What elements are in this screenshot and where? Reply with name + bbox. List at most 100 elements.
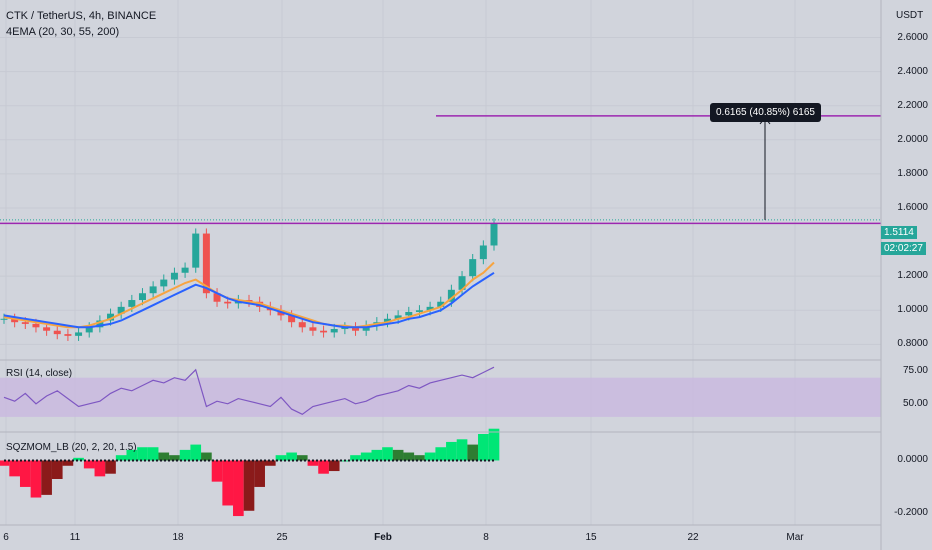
candle <box>53 330 61 335</box>
price-tick: 2.6000 <box>897 31 928 43</box>
price-tick: 0.8000 <box>897 338 928 350</box>
time-tick: 22 <box>687 532 699 543</box>
rsi-tick: 50.00 <box>902 397 928 409</box>
rsi-label[interactable]: RSI (14, close) <box>6 368 73 379</box>
price-tick: 1.6000 <box>897 201 928 213</box>
ema-line <box>3 271 495 329</box>
candle <box>288 315 296 323</box>
momentum-bar <box>233 460 244 517</box>
squeeze-label[interactable]: SQZMOM_LB (20, 2, 20, 1.5) <box>6 442 137 453</box>
squeeze-tick: 0.0000 <box>897 454 928 466</box>
rsi-line <box>3 366 495 415</box>
candle <box>437 301 445 307</box>
momentum-bar <box>488 428 500 461</box>
last-price-tag: 1.5114 <box>881 226 917 239</box>
candle <box>160 279 168 287</box>
momentum-bar <box>169 455 180 461</box>
momentum-bar <box>350 455 361 461</box>
candle <box>330 329 338 333</box>
candle <box>405 311 413 316</box>
momentum-bar <box>190 444 202 461</box>
momentum-bar <box>0 460 10 466</box>
momentum-bar <box>147 447 159 461</box>
candle <box>11 318 19 323</box>
candle <box>32 323 40 328</box>
squeeze-momentum-pane[interactable] <box>0 428 500 517</box>
candle <box>298 322 306 328</box>
momentum-bar <box>254 460 265 487</box>
price-tick: 1.0000 <box>897 304 928 316</box>
plot-background <box>0 0 881 550</box>
candle <box>43 327 51 331</box>
momentum-bar <box>115 455 127 461</box>
candle <box>181 267 189 273</box>
momentum-bar <box>83 460 95 469</box>
momentum-bar <box>137 447 148 461</box>
momentum-bar <box>41 460 52 495</box>
momentum-bar <box>126 449 138 461</box>
time-tick: 18 <box>172 532 184 543</box>
momentum-bar <box>478 434 489 461</box>
measure-callout[interactable]: 0.6165 (40.85%) 6165 <box>710 103 821 122</box>
candle <box>224 301 232 304</box>
candle <box>458 276 466 290</box>
candle <box>415 310 423 312</box>
momentum-bar <box>446 441 457 461</box>
momentum-bar <box>51 460 63 479</box>
candle <box>117 306 125 314</box>
time-tick: 8 <box>483 532 489 543</box>
time-tick: 25 <box>276 532 288 543</box>
squeeze-tick: -0.2000 <box>894 507 928 519</box>
symbol-title[interactable]: CTK / TetherUS, 4h, BINANCE <box>6 10 157 22</box>
candle <box>309 327 317 331</box>
momentum-bar <box>158 452 170 461</box>
time-tick: Feb <box>374 532 392 543</box>
momentum-bar <box>414 455 425 461</box>
candle <box>320 330 328 333</box>
time-tick: 11 <box>69 532 81 543</box>
candle <box>75 332 83 336</box>
candle <box>128 300 136 307</box>
time-tick: 6 <box>3 532 9 543</box>
momentum-bar <box>243 460 255 511</box>
momentum-bar <box>318 460 329 474</box>
candle <box>107 313 115 321</box>
time-tick: 15 <box>585 532 597 543</box>
price-tick: 2.0000 <box>897 133 928 145</box>
price-tick: 1.2000 <box>897 270 928 282</box>
candle <box>192 233 200 268</box>
candle <box>170 272 178 280</box>
ema-line <box>3 261 495 329</box>
candle <box>469 259 477 277</box>
currency-label: USDT <box>896 10 924 21</box>
momentum-bar <box>328 460 340 472</box>
price-tick: 2.2000 <box>897 99 928 111</box>
price-scale-background <box>881 0 932 550</box>
candle <box>490 223 498 246</box>
momentum-bar <box>286 452 297 461</box>
candle <box>394 315 402 319</box>
candle <box>96 320 104 328</box>
ema-indicator-label[interactable]: 4EMA (20, 30, 55, 200) <box>6 26 120 38</box>
candle <box>64 334 72 336</box>
momentum-bar <box>19 460 31 487</box>
momentum-bar <box>467 444 479 461</box>
candle <box>426 306 434 311</box>
momentum-bar <box>105 460 116 474</box>
price-tick: 1.8000 <box>897 167 928 179</box>
momentum-bar <box>30 460 42 498</box>
momentum-bar <box>403 452 415 461</box>
candle <box>202 233 210 294</box>
momentum-bar <box>424 452 436 461</box>
candle <box>352 327 360 331</box>
momentum-bar <box>360 452 372 461</box>
rsi-pane[interactable] <box>0 366 881 417</box>
momentum-bar <box>307 460 319 466</box>
momentum-bar <box>264 460 276 466</box>
momentum-bar <box>73 457 84 461</box>
bar-countdown-tag: 02:02:27 <box>881 242 926 255</box>
candle <box>85 327 93 333</box>
rsi-tick: 75.00 <box>902 365 928 377</box>
momentum-bar <box>275 455 287 461</box>
